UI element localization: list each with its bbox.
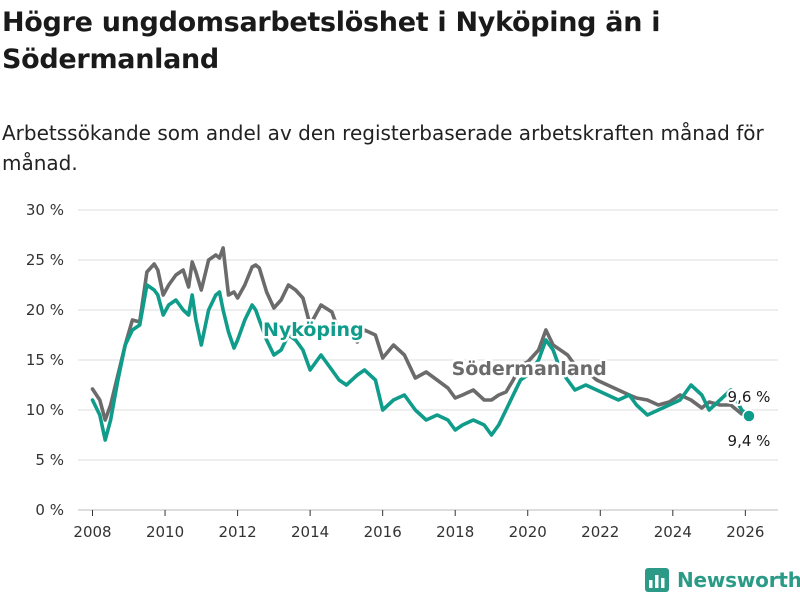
- y-tick-label: 0 %: [35, 501, 64, 519]
- y-tick-label: 10 %: [26, 401, 64, 419]
- brand-name: Newsworthy: [677, 568, 800, 592]
- grid-lines: [78, 209, 778, 511]
- series-line-nykoping: [90, 283, 751, 442]
- x-tick-label: 2014: [291, 523, 329, 541]
- end-point-nykoping: [742, 409, 756, 423]
- end-value-label-nykoping: 9,4 %: [728, 432, 771, 450]
- series-lines: [90, 246, 751, 442]
- x-tick-label: 2016: [364, 523, 402, 541]
- y-tick-label: 5 %: [35, 451, 64, 469]
- x-tick-label: 2012: [218, 523, 256, 541]
- chart-title: Högre ungdomsarbetslöshet i Nyköping än …: [2, 7, 661, 75]
- y-tick-label: 20 %: [26, 301, 64, 319]
- chart-subtitle: Arbetssökande som andel av den registerb…: [2, 121, 764, 175]
- y-tick-label: 15 %: [26, 351, 64, 369]
- series-label-nykoping: Nyköping: [263, 319, 364, 341]
- end-value-label-sodermanland: 9,6 %: [728, 388, 771, 406]
- x-tick-label: 2020: [509, 523, 547, 541]
- x-tick-label: 2026: [726, 523, 764, 541]
- x-tick-label: 2010: [146, 523, 184, 541]
- y-tick-label: 30 %: [26, 201, 64, 219]
- x-tick-label: 2024: [654, 523, 692, 541]
- series-line-sodermanland: [90, 246, 751, 422]
- series-labels: Södermanland 9,6 % Nyköping 9,4 %: [260, 317, 772, 453]
- y-tick-label: 25 %: [26, 251, 64, 269]
- x-tick-label: 2018: [436, 523, 474, 541]
- x-axis: 2008 2010 2012 2014 2016 2018 2020 2022 2024 2026: [73, 510, 764, 541]
- series-label-sodermanland: Södermanland: [452, 358, 607, 380]
- newsworthy-chart-icon: [645, 568, 669, 592]
- x-tick-label: 2008: [73, 523, 111, 541]
- newsworthy-logo: Newsworthy: [645, 568, 800, 592]
- x-tick-label: 2022: [581, 523, 619, 541]
- y-axis: 0 % 5 % 10 % 15 % 20 % 25 % 30 %: [26, 201, 64, 519]
